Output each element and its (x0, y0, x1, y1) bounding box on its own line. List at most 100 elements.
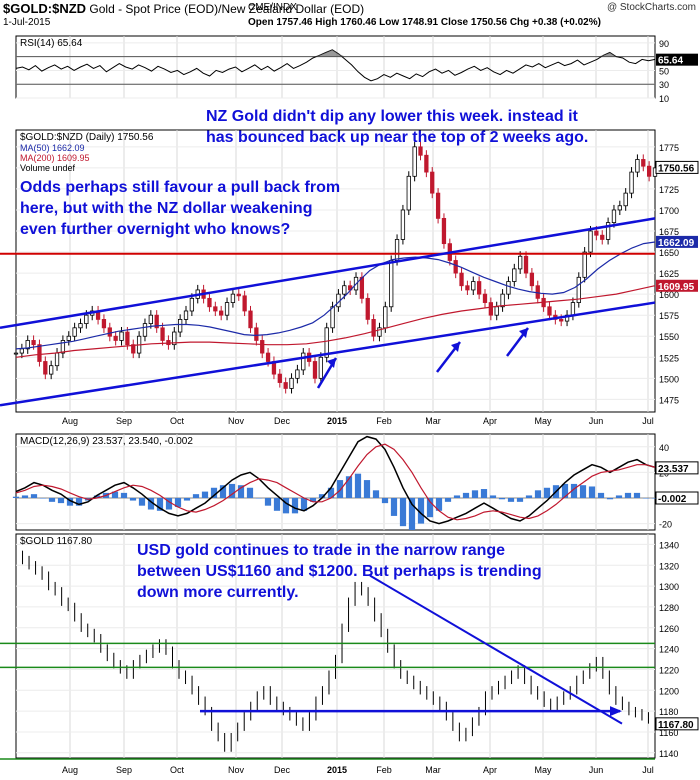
month-label-lower: Aug (62, 765, 78, 775)
macd-histogram-bar (462, 492, 470, 498)
macd-histogram-bar (273, 498, 281, 511)
candle-body (25, 340, 30, 350)
macd-histogram-bar (345, 476, 353, 498)
y-tick-label: 1650 (659, 248, 679, 258)
exchange-label: CME/INDX (248, 2, 297, 13)
candle-body (570, 302, 576, 316)
macd-histogram-bar (156, 498, 164, 511)
y-tick-label: -20 (659, 520, 672, 530)
macd-histogram-bar (336, 480, 344, 498)
macd-histogram-bar (237, 485, 245, 498)
ohlc-readout: Open 1757.46 High 1760.46 Low 1748.91 Cl… (248, 17, 601, 28)
candle-body (412, 146, 417, 177)
month-label-lower: Jul (642, 765, 654, 775)
candle-body (119, 331, 124, 341)
month-label-upper: Oct (170, 416, 185, 426)
macd-histogram-bar (543, 487, 551, 498)
ma50-badge: 1662.09 (656, 235, 698, 249)
macd-histogram-bar (57, 498, 65, 504)
candle-body (265, 352, 271, 362)
candle-body (301, 352, 306, 371)
y-tick-label: 1320 (659, 561, 679, 571)
candle-body (101, 319, 107, 329)
y-tick-label: 1160 (659, 728, 678, 738)
rsi-badge-text: 65.64 (658, 56, 683, 67)
price-badge-text: 1750.56 (658, 163, 695, 174)
candle-body (189, 297, 195, 312)
candle-body (178, 319, 183, 333)
macd-histogram-bar (129, 498, 137, 501)
macd-histogram-bar (633, 492, 641, 498)
macd-histogram-bar (12, 496, 20, 498)
month-label-lower: Jun (589, 765, 604, 775)
panel-frame-0 (15, 35, 656, 99)
annotation-nz-gold: NZ Gold didn't dip any lower this week. … (206, 108, 579, 125)
month-label-lower: Apr (483, 765, 497, 775)
macd-histogram-bar (255, 498, 263, 499)
candle-body (377, 327, 382, 337)
candle-body (611, 209, 617, 223)
macd-histogram-bar (210, 487, 218, 498)
y-tick-label: 1575 (659, 311, 679, 321)
candle-body (207, 297, 212, 308)
y-tick-label: 1240 (659, 645, 679, 655)
candle-body (494, 306, 499, 316)
macd-histogram-bar (192, 494, 200, 498)
macd-histogram-bar (174, 498, 182, 507)
candle-body (312, 361, 318, 379)
candle-body (371, 319, 376, 337)
y-tick-label: 1500 (659, 374, 679, 384)
ma200-badge-bg (656, 279, 698, 292)
y-tick-label: 1675 (659, 227, 679, 237)
candle-body (418, 146, 423, 156)
y-tick-label: 10 (659, 94, 669, 104)
ma200-badge: 1609.95 (656, 279, 698, 293)
nzd-title: $GOLD:$NZD (Daily) 1750.56 (20, 132, 154, 143)
month-label-upper: Mar (425, 416, 441, 426)
candle-body (60, 340, 66, 354)
month-label-upper: Feb (376, 416, 392, 426)
y-tick-label: 40 (659, 443, 669, 453)
macd-histogram-bar (426, 498, 434, 518)
arrow-head (519, 328, 528, 338)
macd-histogram-bar (471, 490, 479, 498)
annotation-odds: even further overnight who knows? (20, 221, 290, 238)
candle-body (588, 230, 593, 253)
macd-histogram-bar (291, 498, 299, 514)
candle-body (84, 314, 89, 325)
usd-title: $GOLD 1167.80 (20, 536, 93, 547)
month-label-upper: Apr (483, 416, 497, 426)
month-label-upper: May (534, 416, 552, 426)
ma200-line (15, 285, 656, 358)
candle-body (219, 310, 224, 316)
month-label-lower: Mar (425, 765, 441, 775)
macd-histogram-bar (120, 492, 128, 498)
rsi-title: RSI(14) 65.64 (20, 38, 83, 49)
candle-body (617, 205, 622, 211)
annotation-usd-gold: between US$1160 and $1200. But perhaps i… (137, 563, 542, 580)
macd-histogram-bar (615, 495, 623, 498)
macd-hist-badge-text: -0.002 (658, 494, 687, 505)
macd-histogram-bar (147, 498, 155, 510)
macd-histogram-bar (489, 495, 497, 498)
candle-body (605, 222, 611, 240)
candle-body (72, 327, 77, 337)
macd-histogram-bar (327, 487, 335, 498)
candle-body (330, 306, 335, 329)
candle-body (465, 285, 470, 291)
candle-body (66, 335, 71, 341)
candle-body (318, 356, 323, 379)
candle-body (359, 276, 365, 299)
candle-body (230, 293, 236, 303)
candle-body (471, 281, 476, 291)
month-label-upper: Jun (589, 416, 604, 426)
candle-body (523, 255, 529, 274)
macd-histogram-bar (66, 498, 74, 506)
annotation-nz-gold: has bounced back up near the top of 2 we… (206, 129, 588, 146)
candle-body (576, 276, 581, 303)
stockcharts-brand: @ StockCharts.com (606, 2, 696, 13)
macd-histogram-bar (219, 485, 227, 498)
macd-badge: 23.537 (655, 461, 699, 475)
candle-body (482, 293, 488, 303)
candle-body (500, 293, 505, 308)
